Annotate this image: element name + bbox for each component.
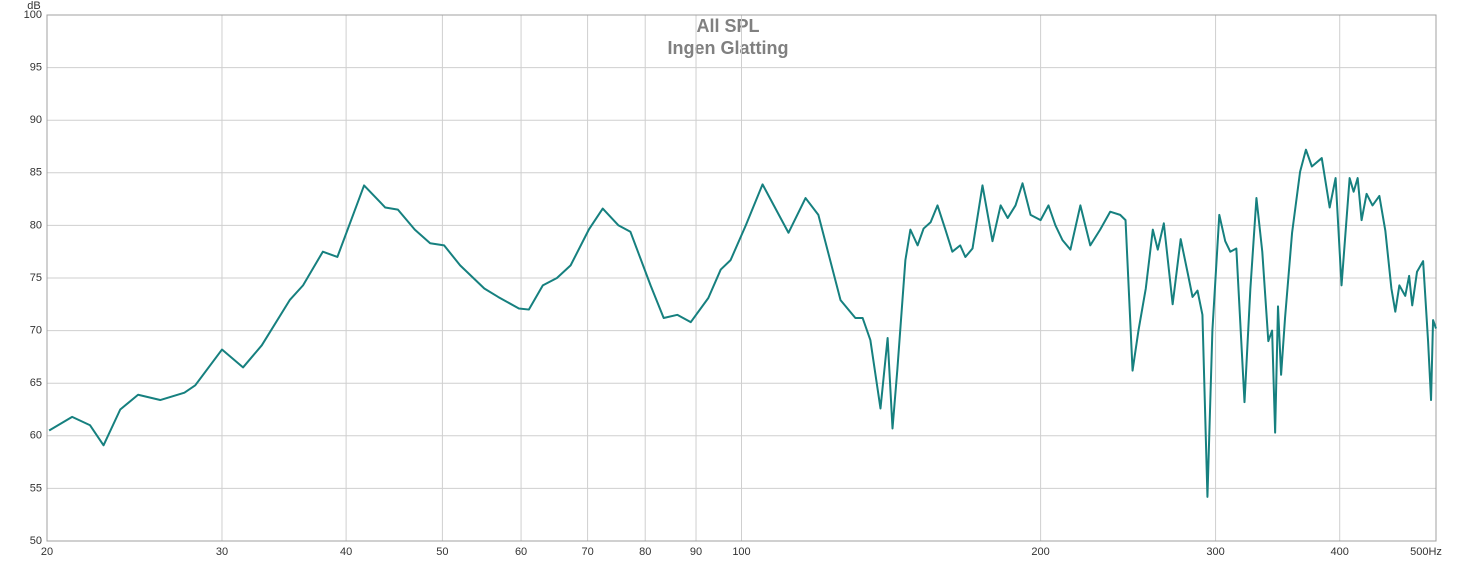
x-tick-label: 50 [436, 546, 448, 558]
plot-frame [46, 14, 1437, 542]
x-tick-label: 70 [581, 546, 593, 558]
x-tick-label: 500Hz [1410, 546, 1442, 558]
x-tick-label: 300 [1206, 546, 1224, 558]
chart-title: All SPL [696, 16, 759, 36]
y-tick-label: 65 [30, 377, 42, 389]
y-tick-label: 60 [30, 430, 42, 442]
y-tick-label: 85 [30, 167, 42, 179]
x-tick-label: 400 [1331, 546, 1349, 558]
x-tick-label: 30 [216, 546, 228, 558]
data-line [48, 148, 1437, 498]
x-tick-label: 80 [639, 546, 651, 558]
x-tick-label: 200 [1031, 546, 1049, 558]
y-tick-label: 90 [30, 114, 42, 126]
x-tick-label: 60 [515, 546, 527, 558]
y-axis-label: dB [27, 0, 40, 12]
x-tick-label: 20 [41, 546, 53, 558]
y-tick-label: 80 [30, 219, 42, 231]
y-tick-label: 100 [24, 9, 42, 21]
y-tick-label: 95 [30, 62, 42, 74]
chart-subtitle: Ingen Glatting [668, 38, 789, 58]
y-tick-label: 50 [30, 535, 42, 547]
x-tick-label: 40 [340, 546, 352, 558]
y-tick-label: 70 [30, 325, 42, 337]
x-tick-label: 100 [732, 546, 750, 558]
y-tick-label: 55 [30, 482, 42, 494]
y-tick-label: 75 [30, 272, 42, 284]
x-tick-label: 90 [690, 546, 702, 558]
